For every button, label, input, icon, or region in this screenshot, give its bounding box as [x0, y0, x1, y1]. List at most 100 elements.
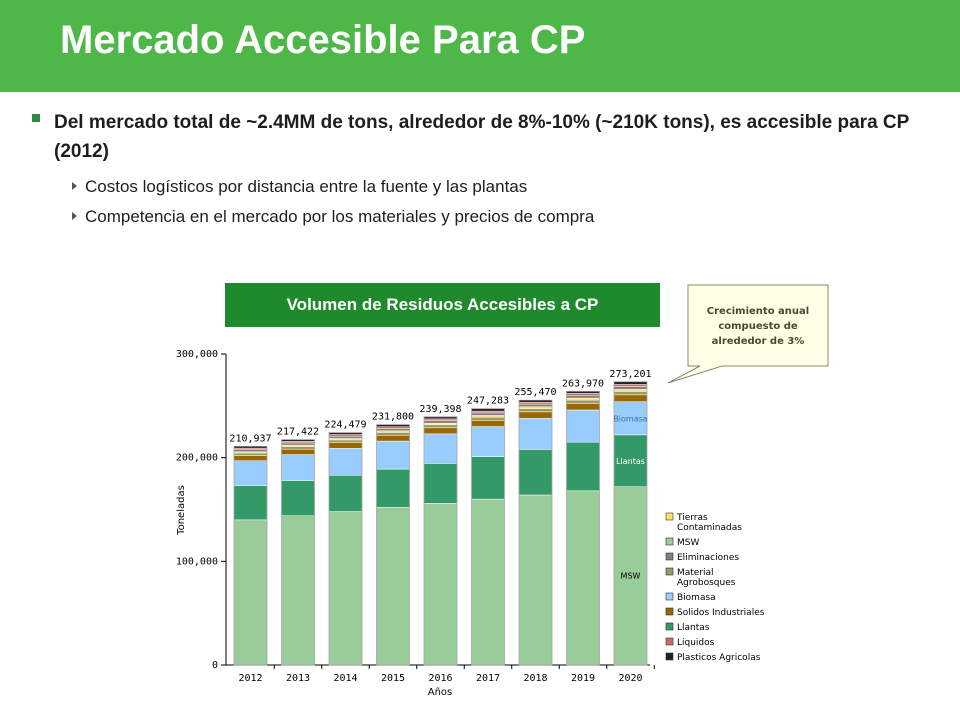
bar-segment-material-agrobosques	[376, 432, 410, 436]
bar-segment-eliminaciones	[423, 420, 458, 424]
bar-segment-llantas	[376, 468, 410, 508]
bar-total-label: 255,470	[514, 387, 556, 398]
y-tick-label: 300,000	[176, 349, 218, 360]
callout-line-2: compuesto de	[718, 321, 798, 332]
legend-swatch	[665, 607, 674, 616]
bar-segment-material-agrobosques	[423, 424, 458, 429]
bar-total-label: 263,970	[562, 378, 604, 389]
bar-total-label: 210,937	[229, 433, 271, 444]
bar-segment-eliminaciones	[328, 435, 363, 439]
bar-segment-biomasa	[518, 418, 553, 450]
bar-segment-solidos-industriales	[376, 435, 410, 442]
bar-segment-material-agrobosques	[518, 408, 553, 413]
bar-segment-eliminaciones	[233, 449, 268, 453]
in-bar-label-llantas: Llantas	[616, 457, 645, 466]
callout-line-1: Crecimiento anual	[707, 306, 809, 317]
bar-segment-liquidos	[423, 418, 458, 421]
bar-segment-tierras-contaminadas	[471, 415, 505, 418]
bar-total-label: 231,800	[372, 412, 414, 423]
triangle-bullet-icon	[72, 211, 77, 220]
x-axis-label: Años	[428, 687, 453, 698]
bar-outline	[566, 391, 600, 666]
y-tick-label: 0	[212, 660, 218, 671]
bar-outline	[613, 381, 648, 666]
in-bar-label-biomasa: Biomasa	[613, 414, 647, 423]
bar-outline	[328, 431, 363, 666]
bar-segment-plasticos-agricolas	[518, 399, 553, 403]
legend-label: Eliminaciones	[677, 553, 739, 563]
sub-bullet-2-text: Competencia en el mercado por los materi…	[85, 207, 595, 226]
bar-segment-solidos-industriales	[423, 427, 458, 435]
bar-segment-material-agrobosques	[471, 416, 505, 421]
legend-swatch	[665, 652, 674, 661]
bar-segment-material-agrobosques	[233, 452, 268, 456]
legend-label: Solidos Industriales	[677, 608, 765, 618]
bar-segment-msw	[613, 486, 648, 666]
legend-label: MSW	[677, 538, 699, 548]
legend-swatch	[665, 537, 674, 546]
bar-segment-llantas	[471, 456, 505, 500]
bar-segment-material-agrobosques	[566, 399, 600, 404]
bar-total-label: 273,201	[609, 369, 651, 380]
callout-shape	[667, 284, 829, 384]
legend-label: Material	[677, 568, 714, 578]
bar-segment-eliminaciones	[566, 395, 600, 399]
bar-segment-tierras-contaminadas	[566, 397, 600, 401]
square-bullet-icon	[32, 114, 40, 122]
bar-segment-msw	[518, 494, 553, 666]
bar-outline	[471, 408, 505, 666]
legend-swatch	[665, 622, 674, 631]
bar-segment-llantas	[328, 475, 363, 512]
bar-segment-solidos-industriales	[613, 394, 648, 402]
legend-label: Contaminadas	[677, 523, 742, 533]
legend-label: Biomasa	[677, 593, 716, 603]
bar-segment-eliminaciones	[281, 442, 315, 446]
bar-segment-solidos-industriales	[566, 403, 600, 411]
bar-segment-material-agrobosques	[613, 391, 648, 396]
legend-swatch	[665, 552, 674, 561]
bar-segment-plasticos-agricolas	[423, 416, 458, 420]
legend-swatch	[665, 592, 674, 601]
bar-segment-biomasa	[328, 448, 363, 476]
bar-segment-liquidos	[518, 401, 553, 405]
bar-segment-biomasa	[613, 401, 648, 436]
bar-segment-solidos-industriales	[233, 455, 268, 462]
bar-segment-liquidos	[471, 410, 505, 414]
bar-segment-tierras-contaminadas	[613, 389, 648, 392]
bar-segment-tierras-contaminadas	[518, 406, 553, 409]
bar-segment-plasticos-agricolas	[376, 424, 410, 428]
page-title: Mercado Accesible Para CP	[60, 18, 586, 62]
bar-outline	[518, 399, 553, 666]
bar-total-label: 239,398	[419, 404, 461, 415]
bar-segment-plasticos-agricolas	[613, 381, 648, 385]
bar-segment-plasticos-agricolas	[328, 432, 363, 435]
bar-segment-liquidos	[566, 393, 600, 396]
legend-swatch	[665, 512, 674, 521]
sub-bullet-2: Competencia en el mercado por los materi…	[72, 207, 594, 227]
bar-segment-llantas	[281, 480, 315, 516]
bar-segment-msw	[328, 511, 363, 666]
legend-label: Llantas	[677, 623, 710, 633]
plot-area: 0 100,000 200,000 300,000 Toneladas Años 210,9…	[176, 349, 765, 698]
bar-segment-llantas	[566, 441, 600, 492]
bar-segment-biomasa	[281, 454, 315, 481]
bar-segment-biomasa	[423, 433, 458, 464]
x-tick-label: 2020	[618, 673, 642, 684]
in-bar-label-msw: MSW	[621, 572, 641, 581]
bar-outline	[423, 416, 458, 666]
bar-segment-material-agrobosques	[328, 439, 363, 443]
bar-total-label: 217,422	[277, 427, 319, 438]
y-axis-label: Toneladas	[176, 485, 187, 536]
y-tick-label: 100,000	[176, 556, 218, 567]
legend-swatch	[665, 637, 674, 646]
bar-segment-biomasa	[376, 440, 410, 470]
main-bullet-text: Del mercado total de ~2.4MM de tons, alr…	[54, 112, 909, 162]
sub-bullet-1-text: Costos logísticos por distancia entre la…	[85, 177, 528, 196]
x-tick-label: 2016	[428, 673, 452, 684]
legend-label: Agrobosques	[677, 578, 736, 588]
bar-segment-solidos-industriales	[518, 411, 553, 419]
bar-segment-biomasa	[566, 409, 600, 443]
x-tick-label: 2019	[571, 673, 595, 684]
bar-segment-llantas	[518, 449, 553, 496]
